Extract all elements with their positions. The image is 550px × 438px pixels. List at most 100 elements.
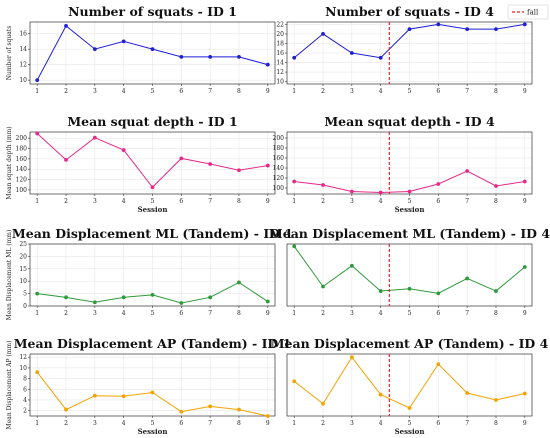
x-tick-label: 6 <box>436 310 440 317</box>
data-point <box>237 168 241 173</box>
data-point <box>494 184 498 188</box>
data-point <box>92 135 97 140</box>
x-tick-label: 8 <box>237 198 241 205</box>
data-point <box>121 394 126 399</box>
data-point <box>436 362 441 367</box>
data-point <box>292 179 297 184</box>
x-tick-label: 4 <box>379 310 383 317</box>
x-tick-label: 8 <box>494 88 498 95</box>
data-point <box>349 355 354 360</box>
x-tick-label: 5 <box>151 88 155 95</box>
x-tick-label: 8 <box>494 420 498 427</box>
x-tick-label: 9 <box>266 198 270 205</box>
data-point <box>407 189 412 194</box>
fall-legend-label: fall <box>527 9 539 17</box>
chart-panel-2: Number of squats - ID 41 2 3 4 5 6 7 8 910121416… <box>276 4 533 95</box>
chart-title: Mean Displacement ML (Tandem) - ID 1 <box>12 226 293 241</box>
data-point <box>494 27 498 32</box>
x-tick-label: 5 <box>151 310 155 317</box>
data-point <box>465 391 470 395</box>
chart-panel-8: Mean Displacement AP (Tandem) - ID 4 1 2 3 4… <box>271 336 549 436</box>
y-tick-label: 10 <box>19 365 27 372</box>
data-point <box>179 156 184 161</box>
chart-title: Mean Displacement ML (Tandem) - ID 4 <box>269 226 550 241</box>
data-point <box>208 404 213 409</box>
data-point <box>265 299 270 304</box>
y-tick-label: 0 <box>23 303 27 310</box>
data-point <box>92 47 97 52</box>
data-point <box>92 393 97 398</box>
y-tick-label: 15 <box>19 266 27 273</box>
x-tick-label: 2 <box>64 420 68 427</box>
x-tick-label: 3 <box>350 310 354 317</box>
data-point <box>321 183 325 187</box>
y-tick-label: 140 <box>273 165 285 172</box>
data-point <box>208 162 213 166</box>
chart-title: Mean Displacement AP (Tandem) - ID 4 <box>271 336 549 351</box>
data-point <box>35 78 40 83</box>
data-point <box>465 169 470 173</box>
x-tick-label: 6 <box>179 420 183 427</box>
data-point <box>292 244 297 249</box>
x-tick-label: 6 <box>179 88 183 95</box>
data-point <box>436 22 441 27</box>
x-tick-label: 6 <box>436 198 440 205</box>
y-tick-label: 12 <box>19 354 27 361</box>
chart-title: Number of squats - ID 4 <box>325 4 494 19</box>
data-point <box>179 409 184 414</box>
data-point <box>121 39 126 44</box>
x-tick-label: 5 <box>151 198 155 205</box>
x-tick-label: 1 <box>35 420 39 427</box>
y-tick-label: 160 <box>273 155 285 162</box>
y-tick-label: 100 <box>16 187 28 194</box>
y-tick-label: 120 <box>273 175 285 182</box>
y-tick-label: 10 <box>276 79 284 86</box>
x-tick-label: 8 <box>237 88 241 95</box>
y-tick-label: 140 <box>16 166 28 173</box>
data-point <box>208 295 213 300</box>
y-tick-label: 200 <box>16 135 28 142</box>
x-tick-label: 5 <box>408 420 412 427</box>
data-point <box>292 379 297 384</box>
data-point <box>407 406 412 410</box>
data-point <box>292 55 297 60</box>
data-point <box>237 280 241 285</box>
x-tick-label: 1 <box>35 88 39 95</box>
data-point <box>35 291 40 296</box>
x-axis-label: Session <box>395 427 425 436</box>
x-tick-label: 3 <box>350 198 354 205</box>
x-tick-label: 3 <box>350 420 354 427</box>
data-point <box>378 190 383 195</box>
x-tick-label: 9 <box>523 198 527 205</box>
y-tick-label: 200 <box>273 135 285 142</box>
x-tick-label: 2 <box>321 310 325 317</box>
x-tick-label: 3 <box>93 420 97 427</box>
y-axis-label: Mean Displacement AP (mm) <box>6 341 13 430</box>
data-point <box>349 189 354 194</box>
data-point <box>349 51 354 55</box>
chart-title: Number of squats - ID 1 <box>68 4 237 19</box>
x-tick-label: 1 <box>35 198 39 205</box>
y-tick-label: 12 <box>276 69 284 76</box>
y-tick-label: 20 <box>276 31 284 38</box>
x-tick-label: 7 <box>465 420 469 427</box>
y-tick-label: 22 <box>276 21 284 28</box>
x-tick-label: 9 <box>266 88 270 95</box>
data-point <box>265 163 270 168</box>
x-axis-label: Session <box>138 205 168 214</box>
x-tick-label: 7 <box>465 88 469 95</box>
x-tick-label: 2 <box>321 420 325 427</box>
data-point <box>35 370 40 375</box>
data-point <box>494 289 498 293</box>
data-point <box>349 263 354 268</box>
x-tick-label: 3 <box>350 88 354 95</box>
data-point <box>150 185 155 190</box>
x-tick-label: 1 <box>292 198 296 205</box>
y-tick-label: 6 <box>23 386 27 393</box>
data-point <box>92 300 97 305</box>
y-tick-label: 16 <box>19 31 27 38</box>
y-tick-label: 5 <box>23 291 27 298</box>
x-axis-label: Session <box>138 427 168 436</box>
x-tick-label: 7 <box>208 198 212 205</box>
y-tick-label: 4 <box>23 397 27 404</box>
